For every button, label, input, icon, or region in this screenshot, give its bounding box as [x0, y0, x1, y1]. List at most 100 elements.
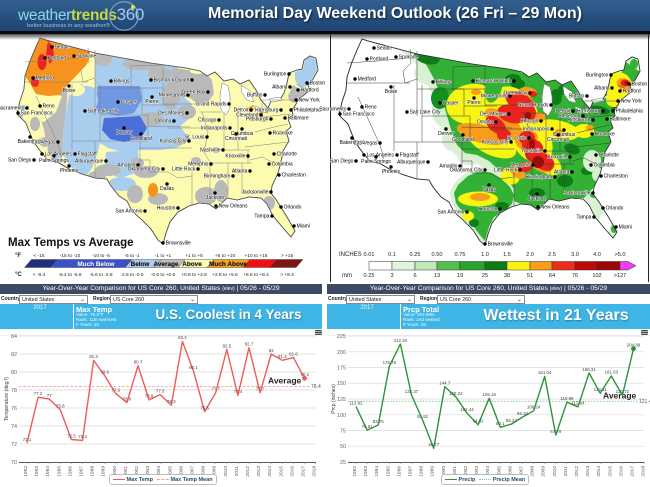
- svg-text:Sacramento: Sacramento: [0, 106, 25, 112]
- svg-text:< -15: < -15: [33, 253, 44, 259]
- svg-text:72: 72: [11, 442, 17, 448]
- svg-text:83.76: 83.76: [373, 419, 385, 424]
- svg-text:Amarillo: Amarillo: [439, 164, 457, 170]
- svg-text:Cincinnati: Cincinnati: [547, 137, 569, 143]
- svg-text:Boise: Boise: [63, 88, 76, 94]
- svg-text:96.34: 96.34: [517, 411, 529, 416]
- svg-text:Charlotte: Charlotte: [599, 153, 620, 159]
- svg-text:76.6: 76.6: [123, 396, 132, 401]
- svg-text:Harrisburg: Harrisburg: [577, 109, 601, 115]
- svg-text:Nashville: Nashville: [522, 149, 543, 155]
- svg-text:1995: 1995: [385, 466, 391, 477]
- svg-text:Des Moines: Des Moines: [480, 112, 507, 118]
- svg-text:Charleston: Charleston: [604, 174, 628, 180]
- svg-text:Above: Above: [182, 261, 202, 268]
- svg-text:1.5: 1.5: [503, 252, 511, 258]
- svg-text:New Orleans: New Orleans: [219, 204, 248, 210]
- svg-text:Albany: Albany: [594, 86, 610, 92]
- svg-text:Hartford: Hartford: [301, 88, 319, 94]
- svg-text:Pierre: Pierre: [467, 100, 481, 106]
- svg-text:°F: °F: [15, 253, 21, 259]
- svg-text:161.63: 161.63: [605, 370, 619, 375]
- svg-text:Medford: Medford: [36, 76, 55, 82]
- svg-text:Average: Average: [603, 391, 637, 401]
- svg-text:+10 to +15: +10 to +15: [245, 253, 268, 259]
- svg-text:Knoxville: Knoxville: [547, 155, 567, 161]
- svg-text:Medford: Medford: [358, 77, 377, 83]
- svg-text:119.99: 119.99: [560, 396, 574, 401]
- svg-text:2010: 2010: [223, 466, 229, 477]
- svg-text:2018: 2018: [641, 466, 647, 477]
- svg-text:Jacksonville: Jacksonville: [563, 191, 590, 197]
- svg-text:78: 78: [11, 388, 17, 394]
- svg-text:82: 82: [11, 352, 17, 358]
- svg-text:Goodland: Goodland: [130, 136, 152, 142]
- svg-text:San Diego: San Diego: [8, 158, 32, 164]
- svg-text:Harrisburg: Harrisburg: [255, 108, 279, 114]
- svg-text:2012: 2012: [245, 466, 251, 477]
- svg-text:Los Angeles: Los Angeles: [45, 152, 73, 158]
- svg-text:> +15: > +15: [281, 253, 294, 259]
- svg-text:Boston: Boston: [310, 81, 326, 87]
- svg-text:Billings: Billings: [114, 79, 130, 85]
- svg-text:85.22: 85.22: [506, 418, 518, 423]
- svg-text:81.3: 81.3: [278, 354, 287, 359]
- svg-text:-0.6 to +0.6: -0.6 to +0.6: [151, 272, 176, 278]
- svg-text:+2.8 to +5.6: +2.8 to +5.6: [212, 272, 238, 278]
- svg-text:112.92: 112.92: [349, 400, 363, 405]
- svg-text:13: 13: [434, 273, 440, 279]
- svg-text:Much Above: Much Above: [209, 261, 247, 268]
- svg-text:1994: 1994: [374, 466, 380, 477]
- svg-text:91.61: 91.61: [417, 414, 429, 419]
- svg-text:+1 to +5: +1 to +5: [185, 253, 203, 259]
- svg-text:77.4: 77.4: [234, 389, 243, 394]
- svg-text:St. Louis: St. Louis: [185, 135, 205, 141]
- svg-text:Birmingham: Birmingham: [204, 174, 231, 180]
- svg-text:2001: 2001: [452, 466, 458, 477]
- svg-text:1996: 1996: [67, 466, 73, 477]
- svg-text:0.75: 0.75: [455, 252, 466, 258]
- svg-text:Albuquerque: Albuquerque: [397, 160, 426, 166]
- svg-text:81.6: 81.6: [289, 351, 298, 356]
- svg-text:Kansas City: Kansas City: [482, 140, 509, 146]
- svg-text:80: 80: [11, 370, 17, 376]
- svg-text:Pittsburgh: Pittsburgh: [568, 118, 591, 124]
- svg-text:Miami: Miami: [619, 225, 632, 231]
- svg-text:Las Vegas: Las Vegas: [354, 141, 378, 147]
- svg-text:1998: 1998: [90, 466, 96, 477]
- svg-text:Palm Springs: Palm Springs: [39, 158, 69, 164]
- svg-text:Burlington: Burlington: [264, 72, 287, 78]
- svg-text:2001: 2001: [123, 466, 129, 477]
- svg-text:83.4: 83.4: [178, 335, 187, 340]
- svg-text:Much Below: Much Below: [77, 261, 114, 268]
- svg-text:2003: 2003: [474, 466, 480, 477]
- svg-text:79.6: 79.6: [100, 369, 109, 374]
- svg-text:125: 125: [337, 397, 346, 403]
- svg-text:Little Rock: Little Rock: [172, 167, 196, 173]
- svg-text:Albany: Albany: [272, 85, 288, 91]
- svg-text:46.77: 46.77: [428, 442, 440, 447]
- svg-text:2006: 2006: [507, 466, 513, 477]
- svg-text:72.1: 72.1: [23, 437, 32, 442]
- svg-text:2014: 2014: [596, 466, 602, 477]
- svg-text:Grand Rapids: Grand Rapids: [518, 103, 549, 109]
- svg-text:2008: 2008: [530, 466, 536, 477]
- svg-text:2017: 2017: [301, 466, 307, 477]
- svg-text:2016: 2016: [618, 466, 624, 477]
- svg-text:76.3: 76.3: [167, 399, 176, 404]
- svg-text:77: 77: [47, 393, 52, 398]
- svg-text:121.4: 121.4: [639, 399, 650, 405]
- svg-text:131.37: 131.37: [405, 389, 419, 394]
- svg-text:St. Louis: St. Louis: [507, 136, 527, 142]
- svg-text:2009: 2009: [541, 466, 547, 477]
- svg-text:77.7: 77.7: [211, 387, 220, 392]
- svg-text:Minneapolis: Minneapolis: [481, 94, 508, 100]
- svg-text:Charlotte: Charlotte: [277, 152, 298, 158]
- svg-text:204.89: 204.89: [627, 343, 641, 348]
- svg-text:Oklahoma City: Oklahoma City: [450, 168, 483, 174]
- svg-text:1992: 1992: [23, 466, 29, 477]
- svg-text:Brownsville: Brownsville: [488, 242, 514, 248]
- svg-text:2015: 2015: [278, 466, 284, 477]
- svg-text:1998: 1998: [419, 466, 425, 477]
- svg-text:Sacramento: Sacramento: [319, 107, 346, 113]
